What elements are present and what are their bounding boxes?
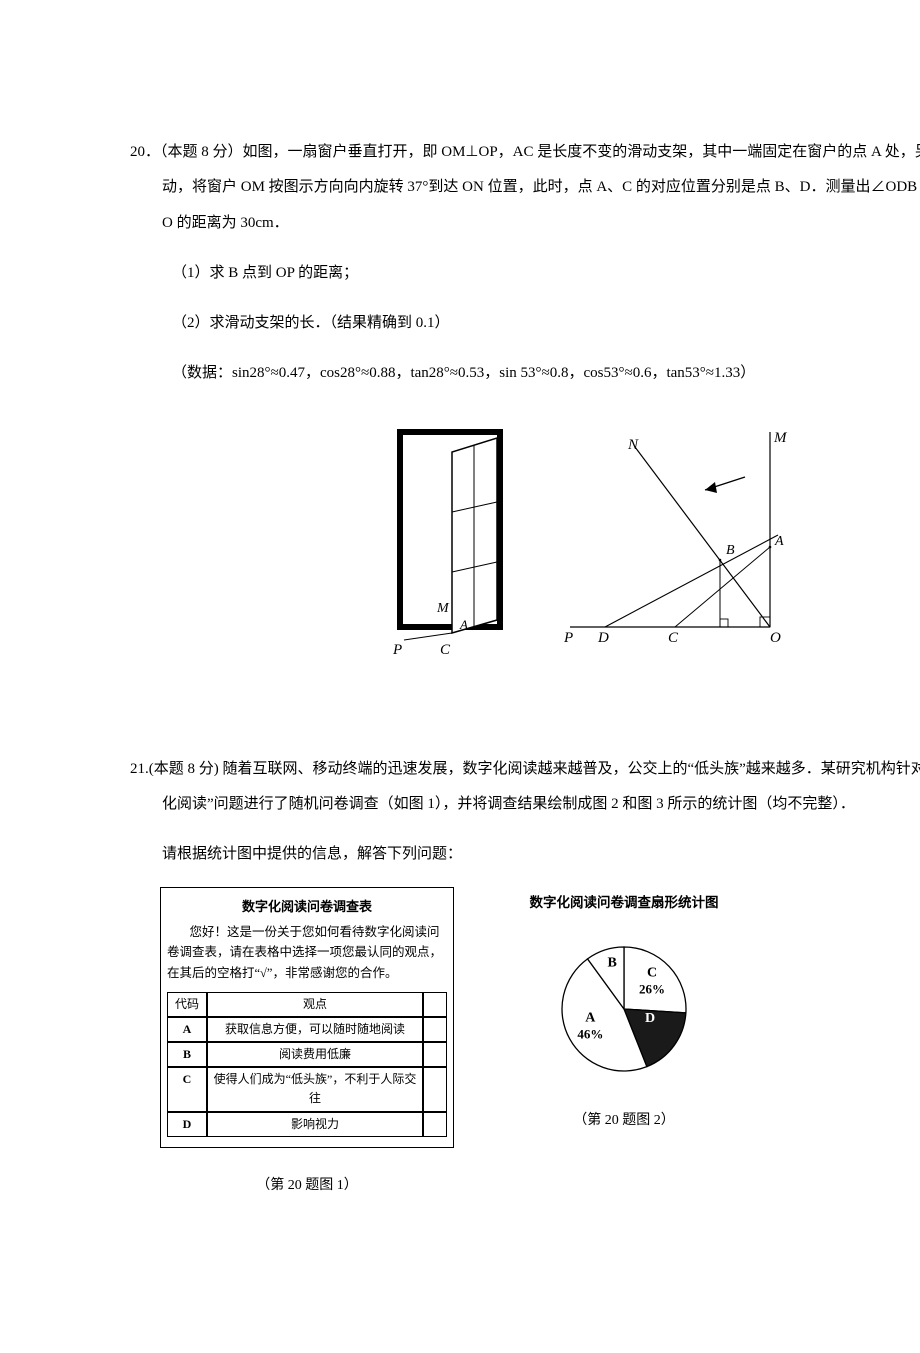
problem-20: 20．（本题 8 分）如图，一扇窗户垂直打开，即 OM⊥OP，AC 是长度不变的…: [130, 135, 920, 662]
geometry-diagram: M N B A P D C O: [563, 430, 788, 646]
pie-label-A: A: [585, 1010, 596, 1025]
q21-stem2: 请根据统计图中提供的信息，解答下列问题：: [130, 837, 920, 872]
q20-part2: （2）求滑动支架的长．（结果精确到 0.1）: [130, 306, 920, 341]
q20-part1: （1）求 B 点到 OP 的距离；: [130, 256, 920, 291]
pie-label-B: B: [607, 955, 616, 970]
label-M-left: M: [436, 601, 450, 616]
q21-number: 21.: [130, 761, 149, 777]
q20-figures: M A P C: [130, 422, 920, 662]
pie-pct-A: 46%: [577, 1026, 603, 1041]
survey-row-text: 影响视力: [207, 1112, 423, 1137]
pie-label-C: C: [647, 966, 657, 981]
label-C: C: [668, 630, 679, 646]
q20-number: 20．: [130, 144, 160, 160]
pie-title: 数字化阅读问卷调查扇形统计图: [514, 887, 734, 919]
survey-row-check: [423, 1067, 447, 1111]
survey-intro: 您好！这是一份关于您如何看待数字化阅读问卷调查表，请在表格中选择一项您最认同的观…: [167, 922, 447, 984]
label-D: D: [597, 630, 609, 646]
survey-row-code: D: [167, 1112, 207, 1137]
problem-21: 21.(本题 8 分) 随着互联网、移动终端的迅速发展，数字化阅读越来越普及，公…: [130, 752, 920, 1203]
survey-col-code: 代码: [167, 992, 207, 1017]
pie-svg: C26% D A46% B: [514, 927, 734, 1087]
q20-data-line: （数据：sin28°≈0.47，cos28°≈0.88，tan28°≈0.53，…: [130, 356, 920, 391]
survey-row-text: 使得人们成为“低头族”，不利于人际交往: [207, 1067, 423, 1111]
pie-pct-C: 26%: [639, 982, 665, 997]
survey-col-blank: [423, 992, 447, 1017]
pie-wrap: 数字化阅读问卷调查扇形统计图 C26% D A46% B （第 20 题图 2）: [514, 887, 734, 1137]
pie-caption: （第 20 题图 2）: [514, 1105, 734, 1138]
survey-caption: （第 20 题图 1）: [160, 1170, 454, 1203]
survey-wrapper: 数字化阅读问卷调查表 您好！这是一份关于您如何看待数字化阅读问卷调查表，请在表格…: [160, 887, 454, 1202]
q20-stem: 20．（本题 8 分）如图，一扇窗户垂直打开，即 OM⊥OP，AC 是长度不变的…: [130, 135, 920, 241]
survey-row-text: 获取信息方便，可以随时随地阅读: [207, 1017, 423, 1042]
survey-row-code: B: [167, 1042, 207, 1067]
q20-svg: M A P C: [380, 422, 800, 662]
survey-row-code: A: [167, 1017, 207, 1042]
survey-row-text: 阅读费用低廉: [207, 1042, 423, 1067]
label-C-left: C: [440, 642, 451, 658]
pie-label-D: D: [645, 1011, 655, 1026]
label-O: O: [770, 630, 781, 646]
q20-stem-text: （本题 8 分）如图，一扇窗户垂直打开，即 OM⊥OP，AC 是长度不变的滑动支…: [160, 144, 920, 231]
survey-table: 代码 观点 A 获取信息方便，可以随时随地阅读 B 阅读费用低廉 C 使得人们成…: [167, 992, 447, 1137]
survey-row-check: [423, 1112, 447, 1137]
label-N: N: [627, 437, 639, 453]
survey-row-check: [423, 1042, 447, 1067]
survey-row-code: C: [167, 1067, 207, 1111]
q21-stem: 21.(本题 8 分) 随着互联网、移动终端的迅速发展，数字化阅读越来越普及，公…: [130, 752, 920, 823]
q20-data-text: （数据：sin28°≈0.47，cos28°≈0.88，tan28°≈0.53，…: [172, 365, 755, 381]
label-A: A: [774, 534, 784, 549]
survey-box: 数字化阅读问卷调查表 您好！这是一份关于您如何看待数字化阅读问卷调查表，请在表格…: [160, 887, 454, 1147]
label-P-left: P: [392, 642, 402, 658]
q21-figures-row: 数字化阅读问卷调查表 您好！这是一份关于您如何看待数字化阅读问卷调查表，请在表格…: [130, 887, 920, 1202]
survey-row-check: [423, 1017, 447, 1042]
label-B: B: [726, 543, 735, 558]
q21-stem-text: (本题 8 分) 随着互联网、移动终端的迅速发展，数字化阅读越来越普及，公交上的…: [149, 761, 920, 812]
label-M: M: [773, 430, 788, 446]
window-drawing: M A P C: [392, 432, 500, 658]
survey-title: 数字化阅读问卷调查表: [167, 896, 447, 917]
label-P: P: [563, 630, 573, 646]
survey-col-view: 观点: [207, 992, 423, 1017]
label-A-left: A: [459, 617, 468, 632]
